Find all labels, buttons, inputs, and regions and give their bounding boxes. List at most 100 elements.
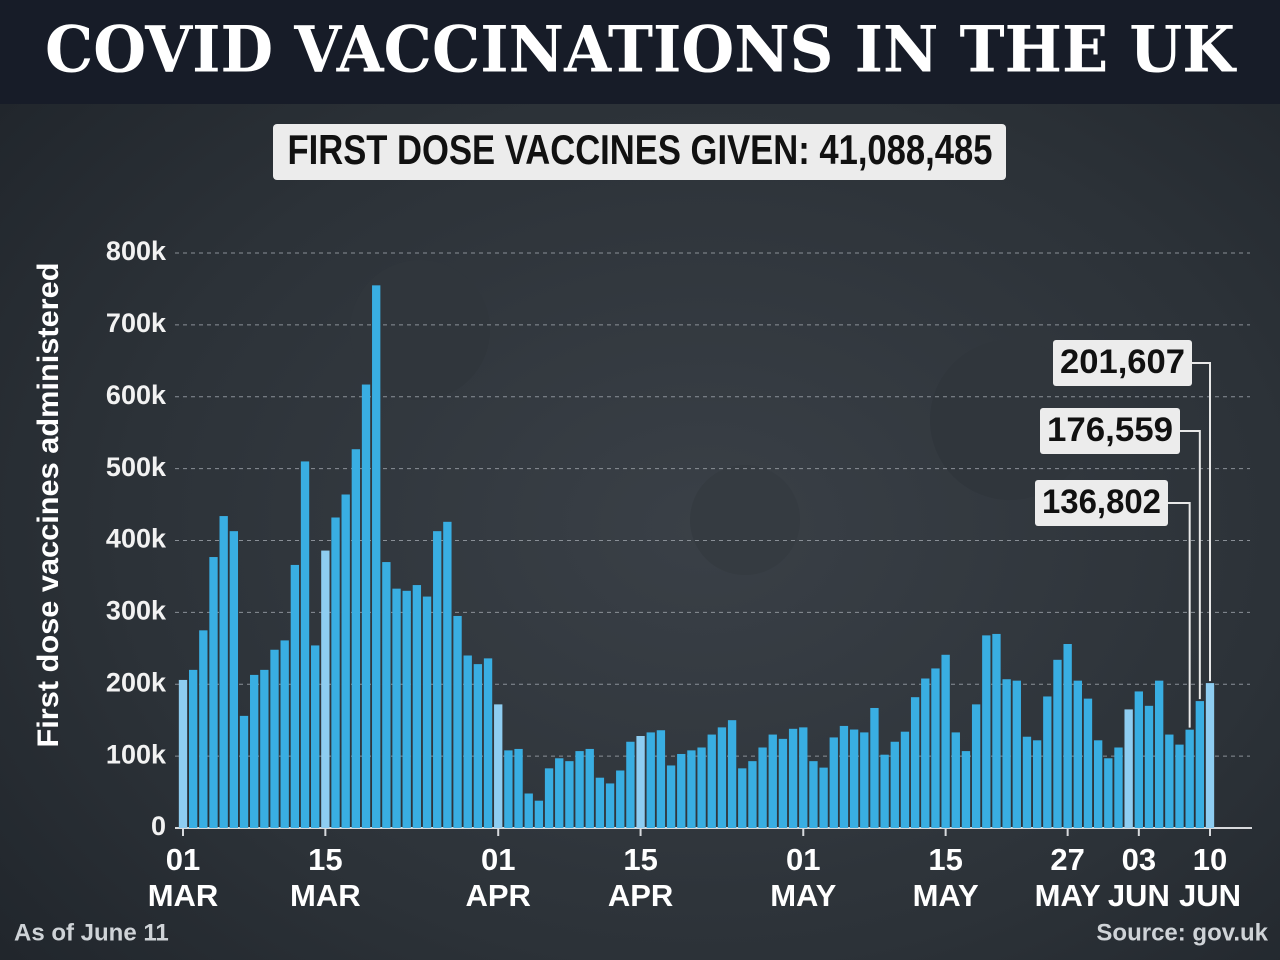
y-axis-label: First dose vaccines administered [32,263,65,748]
bar [595,777,605,828]
bar [361,384,371,828]
bar [778,738,788,828]
bar [687,750,696,828]
callout-box [1053,340,1192,386]
x-tick-label: 03 JUN [1108,842,1170,913]
bar [311,645,320,828]
chart-title: COVID VACCINATIONS IN THE UK [45,13,1237,88]
title-bar [0,0,1280,104]
bar [860,732,869,828]
x-tick-label: 15 APR [608,842,673,913]
x-tick-label: 27 MAY [1035,842,1101,913]
bar [677,753,686,828]
y-tick-label: 0 [151,811,166,841]
bar [250,674,259,828]
bar [199,630,208,828]
bar [494,704,503,828]
bar [982,635,991,828]
bar [941,654,950,828]
bar [829,737,838,828]
bar [900,731,910,828]
bar [544,768,554,828]
y-tick-label: 400k [106,524,167,554]
bar [799,727,808,828]
bar [1134,691,1143,828]
bar [727,720,737,828]
bar [1185,729,1194,828]
bar [768,734,777,828]
callout-line [1192,362,1211,682]
bar [341,494,350,828]
bar [961,751,971,828]
y-tick-label: 600k [106,380,167,410]
bar [473,664,483,828]
bar [331,517,340,828]
bar [229,531,239,828]
bar [1063,644,1072,828]
bar [565,761,574,828]
bar [483,658,493,828]
source: Source: gov.uk [1096,919,1268,946]
x-tick-label: 10 JUN [1179,842,1241,913]
bar [839,725,849,828]
bar [910,697,920,828]
bar [971,704,981,828]
bar [1104,758,1113,828]
bar [717,727,727,828]
value-label: 176,559 [1047,411,1173,449]
x-tick-label: 15 MAY [913,842,979,913]
bar [788,728,798,828]
bar [351,449,361,828]
bar [1073,680,1082,828]
bar [636,736,645,828]
bar [656,730,666,828]
bar [372,285,381,828]
bar [890,741,899,828]
bar [270,649,279,828]
bar [402,590,411,828]
bar [290,564,300,828]
bar [1002,679,1011,828]
bar [260,669,269,828]
bar [209,557,218,828]
bar [555,758,564,828]
bar [931,668,940,828]
bar [616,770,625,828]
bar [697,747,706,828]
bar [1165,734,1174,828]
bar [392,588,401,828]
bar [605,783,615,828]
y-tick-label: 100k [106,739,167,769]
bar [504,750,513,828]
bar [321,550,330,828]
bar [1175,744,1184,828]
bar [819,767,828,828]
bar [646,732,655,828]
callout-box [1040,408,1180,454]
bar [239,715,249,828]
bar [707,734,716,828]
bar [514,748,523,828]
bar [585,748,594,828]
y-tick-label: 700k [106,308,167,338]
bar [992,633,1001,828]
bar [280,640,289,828]
virus-decoration [350,260,490,400]
x-tick-label: 15 MAR [290,842,361,913]
bar [575,751,584,828]
bar [870,707,879,828]
bar [433,531,442,828]
bar [188,669,198,828]
bar [1032,740,1042,828]
virus-decoration [690,465,800,575]
bar [1012,680,1021,828]
bar [178,679,188,828]
bar [382,562,391,828]
bar [666,765,676,828]
bar [626,741,635,828]
bar [880,754,889,828]
value-label: 201,607 [1060,343,1185,381]
bar [921,678,930,828]
note: As of June 11 [14,919,169,946]
bar [1124,709,1133,828]
